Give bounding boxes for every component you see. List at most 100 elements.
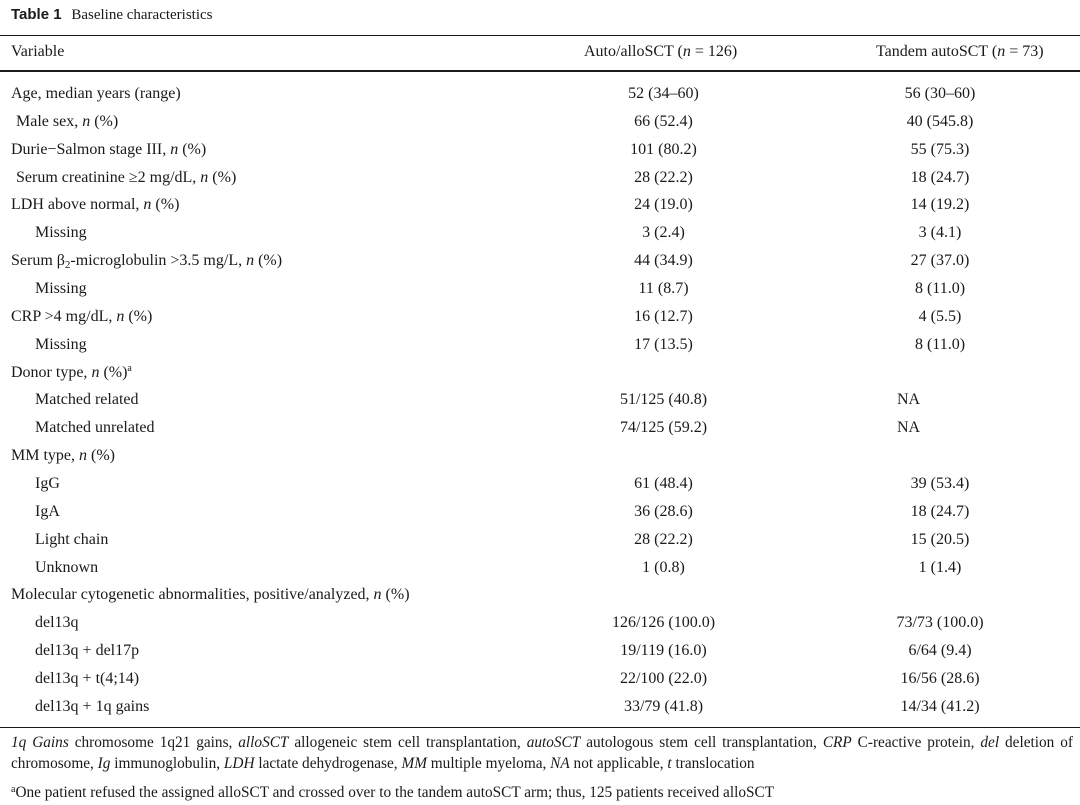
cell-auto-allo: 28 (22.2) <box>634 530 693 548</box>
table-title: Baseline characteristics <box>71 7 213 23</box>
cell-tandem-auto: 14 (19.2) <box>910 196 970 214</box>
cell-variable: CRP >4 mg/dL, n (%) <box>11 303 152 331</box>
variable-text-end: (%) <box>124 307 153 325</box>
table-body: Age, median years (range) 52 (34–60) 56 (3… <box>0 80 1080 721</box>
table-row: Unknown 1 (0.8) 1 (1.4) <box>0 554 1080 582</box>
abbrev-term: alloSCT <box>238 734 289 751</box>
variable-text: Unknown <box>35 558 99 576</box>
variable-italic-n: n <box>82 112 91 130</box>
variable-text: Serum creatinine ≥2 mg/dL, <box>16 168 201 186</box>
cell-variable: IgG <box>35 470 60 498</box>
abbrev-definition: multiple myeloma, <box>426 755 551 772</box>
variable-subscript: 2 <box>64 259 71 272</box>
abbrev-term: NA <box>550 755 570 772</box>
variable-text-end: (%) <box>254 252 283 270</box>
header-tandem-auto-n: n <box>997 43 1006 60</box>
variable-text: Matched unrelated <box>35 419 155 437</box>
cell-variable: del13q <box>35 609 79 637</box>
cell-variable: Matched related <box>35 386 139 414</box>
variable-text: del13q + 1q gains <box>35 697 150 715</box>
cell-variable: del13q + del17p <box>35 637 139 665</box>
variable-italic-n: n <box>246 252 255 270</box>
abbrev-definition: not applicable, <box>569 755 668 772</box>
cell-auto-allo: 28 (22.2) <box>634 168 693 186</box>
table-row: Matched related 51/125 (40.8) NA <box>0 386 1080 414</box>
cell-tandem-auto: 6/64 (9.4) <box>908 642 972 660</box>
cell-auto-allo: 61 (48.4) <box>634 475 693 493</box>
variable-text-end: (%) <box>99 363 128 381</box>
cell-auto-allo: 22/100 (22.0) <box>619 670 708 688</box>
table-row: Serum β2-microglobulin >3.5 mg/L, n (%) 4… <box>0 247 1080 275</box>
footnote-a: aOne patient refused the assigned alloSC… <box>11 782 1073 803</box>
cell-auto-allo: 11 (8.7) <box>638 280 689 298</box>
table-row: del13q + del17p 19/119 (16.0) 6/64 (9.4) <box>0 637 1080 665</box>
abbrev-definition: translocation <box>671 755 755 772</box>
cell-tandem-auto: 15 (20.5) <box>910 530 970 548</box>
cell-auto-allo: 1 (0.8) <box>642 558 685 576</box>
variable-text: LDH above normal, <box>11 196 144 214</box>
abbrev-term: MM <box>401 755 427 772</box>
cell-tandem-auto: 8 (11.0) <box>914 335 966 353</box>
cell-variable: Serum β2-microglobulin >3.5 mg/L, n (%) <box>11 247 282 275</box>
variable-text-end: (%) <box>381 586 410 604</box>
header-tandem-auto-suffix: = 73) <box>1005 43 1044 60</box>
header-tandem-auto-prefix: Tandem autoSCT ( <box>876 43 998 60</box>
cell-tandem-auto: 8 (11.0) <box>914 280 966 298</box>
cell-variable: Missing <box>35 219 87 247</box>
cell-tandem-auto: 39 (53.4) <box>910 475 970 493</box>
header-auto-allo: Auto/alloSCT (n = 126) <box>584 43 737 61</box>
cell-variable: Missing <box>35 331 87 359</box>
cell-tandem-auto: NA <box>897 419 921 437</box>
header-auto-allo-prefix: Auto/alloSCT ( <box>584 43 683 60</box>
cell-auto-allo: 101 (80.2) <box>630 140 697 158</box>
cell-auto-allo: 19/119 (16.0) <box>620 642 707 660</box>
cell-variable: Unknown <box>35 554 98 582</box>
cell-auto-allo: 66 (52.4) <box>634 112 693 130</box>
cell-tandem-auto: 27 (37.0) <box>910 252 970 270</box>
variable-text-end: (%) <box>87 447 115 465</box>
abbrev-definition: deletion of chromosome, <box>11 734 1073 772</box>
table-row: Serum creatinine ≥2 mg/dL, n (%) 28 (22.2… <box>0 164 1080 192</box>
table-row: del13q 126/126 (100.0) 73/73 (100.0) <box>0 609 1080 637</box>
table-row: LDH above normal, n (%) 24 (19.0) 14 (19.2… <box>0 191 1080 219</box>
variable-text: IgG <box>35 475 60 493</box>
cell-variable: del13q + 1q gains <box>35 693 149 721</box>
table-row: Donor type, n (%)a <box>0 359 1080 387</box>
cell-variable: Molecular cytogenetic abnormalities, pos… <box>11 581 410 609</box>
table-row: IgG 61 (48.4) 39 (53.4) <box>0 470 1080 498</box>
header-tandem-auto: Tandem autoSCT (n = 73) <box>876 43 1044 61</box>
cell-tandem-auto: 18 (24.7) <box>910 168 970 186</box>
cell-variable: Matched unrelated <box>35 414 155 442</box>
table-row: Male sex, n (%) 66 (52.4) 40 (545.8) <box>0 108 1080 136</box>
cell-tandem-auto: 56 (30–60) <box>904 85 976 102</box>
table-row: del13q + 1q gains 33/79 (41.8) 14/34 (41.2… <box>0 693 1080 721</box>
cell-auto-allo: 74/125 (59.2) <box>619 419 708 437</box>
cell-tandem-auto: 16/56 (28.6) <box>900 670 980 688</box>
abbrev-term: 1q Gains <box>11 734 69 751</box>
cell-auto-allo: 24 (19.0) <box>634 196 693 214</box>
cell-variable: Age, median years (range) <box>11 80 181 108</box>
cell-tandem-auto: 73/73 (100.0) <box>896 614 984 632</box>
cell-auto-allo: 17 (13.5) <box>634 335 693 353</box>
cell-auto-allo: 16 (12.7) <box>634 307 693 325</box>
table-row: Light chain 28 (22.2) 15 (20.5) <box>0 526 1080 554</box>
abbrev-term: t <box>667 755 672 772</box>
variable-italic-n: n <box>79 447 87 465</box>
variable-text: Age, median years (range) <box>11 85 181 102</box>
cell-auto-allo: 51/125 (40.8) <box>619 391 708 409</box>
abbrev-definition: immunoglobulin, <box>110 755 224 772</box>
variable-italic-n: n <box>200 168 209 186</box>
cell-tandem-auto: 3 (4.1) <box>918 224 962 242</box>
header-auto-allo-suffix: = 126) <box>690 43 738 60</box>
table-row: MM type, n (%) <box>0 442 1080 470</box>
variable-text: Durie−Salmon stage III, <box>11 140 171 158</box>
variable-text-end: (%) <box>178 140 207 158</box>
variable-text: IgA <box>35 502 60 520</box>
table-caption: Table 1 Baseline characteristics <box>11 6 213 24</box>
abbrev-term: autoSCT <box>526 734 581 751</box>
header-variable: Variable <box>11 43 65 60</box>
cell-tandem-auto: NA <box>897 391 921 409</box>
table-row: CRP >4 mg/dL, n (%) 16 (12.7) 4 (5.5) <box>0 303 1080 331</box>
abbrev-definition: C-reactive protein, <box>851 734 981 751</box>
variable-italic-n: n <box>170 140 179 158</box>
